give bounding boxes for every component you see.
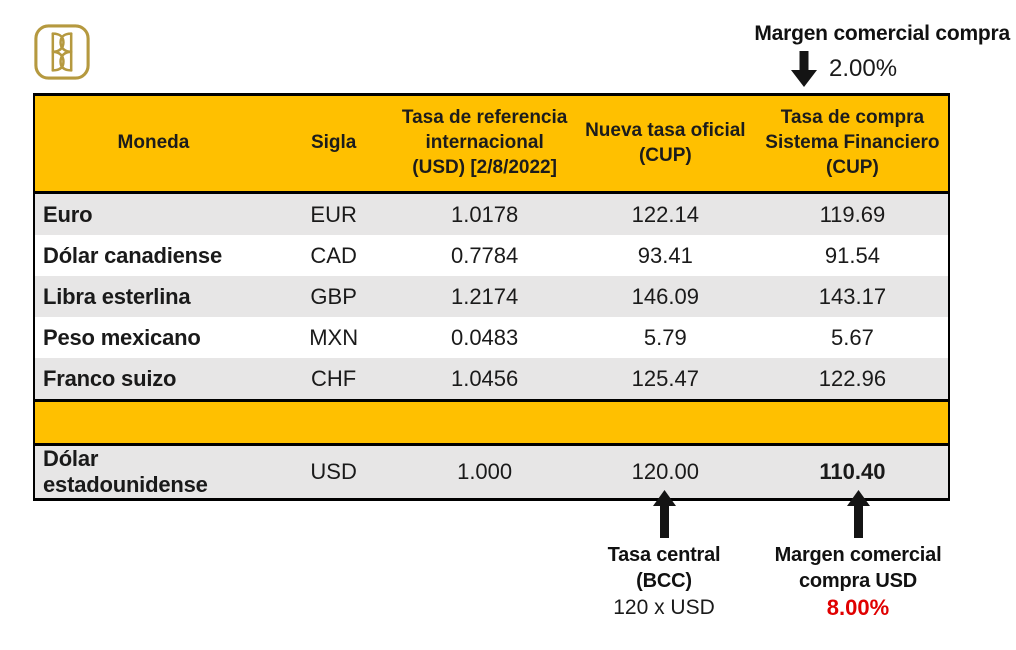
column-header-sigla: Sigla xyxy=(271,94,396,194)
table-row-cad: Dólar canadiense CAD 0.7784 93.41 91.54 xyxy=(34,235,949,276)
currency-code: EUR xyxy=(310,201,357,227)
buy-rate: 91.54 xyxy=(824,242,880,268)
currency-name: Libra esterlina xyxy=(43,283,191,309)
column-header-tasa-referencia: Tasa de referencia internacional (USD) [… xyxy=(395,94,574,194)
official-rate: 93.41 xyxy=(637,242,693,268)
currency-name: Dólar estadounidense xyxy=(43,446,208,497)
exchange-rates-table: Moneda Sigla Tasa de referencia internac… xyxy=(33,93,950,501)
buy-rate: 122.96 xyxy=(818,365,887,391)
official-rate: 5.79 xyxy=(643,324,687,350)
table-row-gbp: Libra esterlina GBP 1.2174 146.09 143.17 xyxy=(34,276,949,317)
table-row-eur: Euro EUR 1.0178 122.14 119.69 xyxy=(34,192,949,235)
usd-margin-annotation: Margen comercial compra USD 8.00% xyxy=(754,490,962,623)
central-bank-logo xyxy=(33,23,91,81)
official-rate: 146.09 xyxy=(631,283,699,309)
margin-buy-title: Margen comercial compra xyxy=(754,22,1010,45)
bank-emblem-icon xyxy=(34,24,90,80)
table-row-chf: Franco suizo CHF 1.0456 125.47 122.96 xyxy=(34,358,949,401)
down-arrow-icon xyxy=(791,51,817,87)
official-rate: 122.14 xyxy=(631,201,699,227)
currency-name: Peso mexicano xyxy=(43,324,201,350)
currency-code: GBP xyxy=(310,283,357,309)
margin-buy-value: 2.00% xyxy=(829,55,898,82)
margin-buy-row: 2.00% xyxy=(791,51,897,87)
reference-rate: 0.7784 xyxy=(450,242,519,268)
separator-band xyxy=(34,399,949,446)
central-rate-line2: (BCC) xyxy=(636,570,692,592)
currency-code: MXN xyxy=(309,324,359,350)
buy-rate: 119.69 xyxy=(819,201,886,227)
buy-rate: 143.17 xyxy=(818,283,887,309)
usd-margin-line1: Margen comercial xyxy=(774,544,942,566)
currency-name: Franco suizo xyxy=(43,365,177,391)
central-rate-line1: Tasa central xyxy=(607,544,721,566)
official-rate: 120.00 xyxy=(631,459,699,484)
central-rate-annotation: Tasa central (BCC) 120 x USD xyxy=(592,490,736,622)
currency-code: CHF xyxy=(311,365,357,391)
central-rate-value: 120 x USD xyxy=(613,596,715,619)
currency-name: Euro xyxy=(43,201,93,227)
reference-rate: 1.0178 xyxy=(450,201,519,227)
column-header-moneda: Moneda xyxy=(34,94,272,194)
column-header-tasa-compra: Tasa de compra Sistema Financiero (CUP) xyxy=(756,94,949,194)
reference-rate: 1.000 xyxy=(457,459,513,484)
table-row-mxn: Peso mexicano MXN 0.0483 5.79 5.67 xyxy=(34,317,949,358)
reference-rate: 1.2174 xyxy=(450,283,519,309)
reference-rate: 0.0483 xyxy=(450,324,519,350)
table-header-row: Moneda Sigla Tasa de referencia internac… xyxy=(34,94,949,194)
table-row-usd: Dólar estadounidense USD 1.000 120.00 11… xyxy=(34,444,949,500)
up-arrow-icon xyxy=(846,490,870,538)
column-header-nueva-tasa: Nueva tasa oficial (CUP) xyxy=(573,94,757,194)
usd-margin-value: 8.00% xyxy=(826,595,890,620)
reference-rate: 1.0456 xyxy=(450,365,519,391)
up-arrow-icon xyxy=(652,490,676,538)
currency-code: USD xyxy=(310,459,357,484)
separator-row xyxy=(34,399,949,446)
currency-code: CAD xyxy=(310,242,357,268)
official-rate: 125.47 xyxy=(631,365,699,391)
buy-rate: 5.67 xyxy=(831,324,874,350)
currency-name: Dólar canadiense xyxy=(43,242,222,268)
buy-rate-usd-highlight: 110.40 xyxy=(819,459,886,484)
usd-margin-line2: compra USD xyxy=(798,570,918,592)
